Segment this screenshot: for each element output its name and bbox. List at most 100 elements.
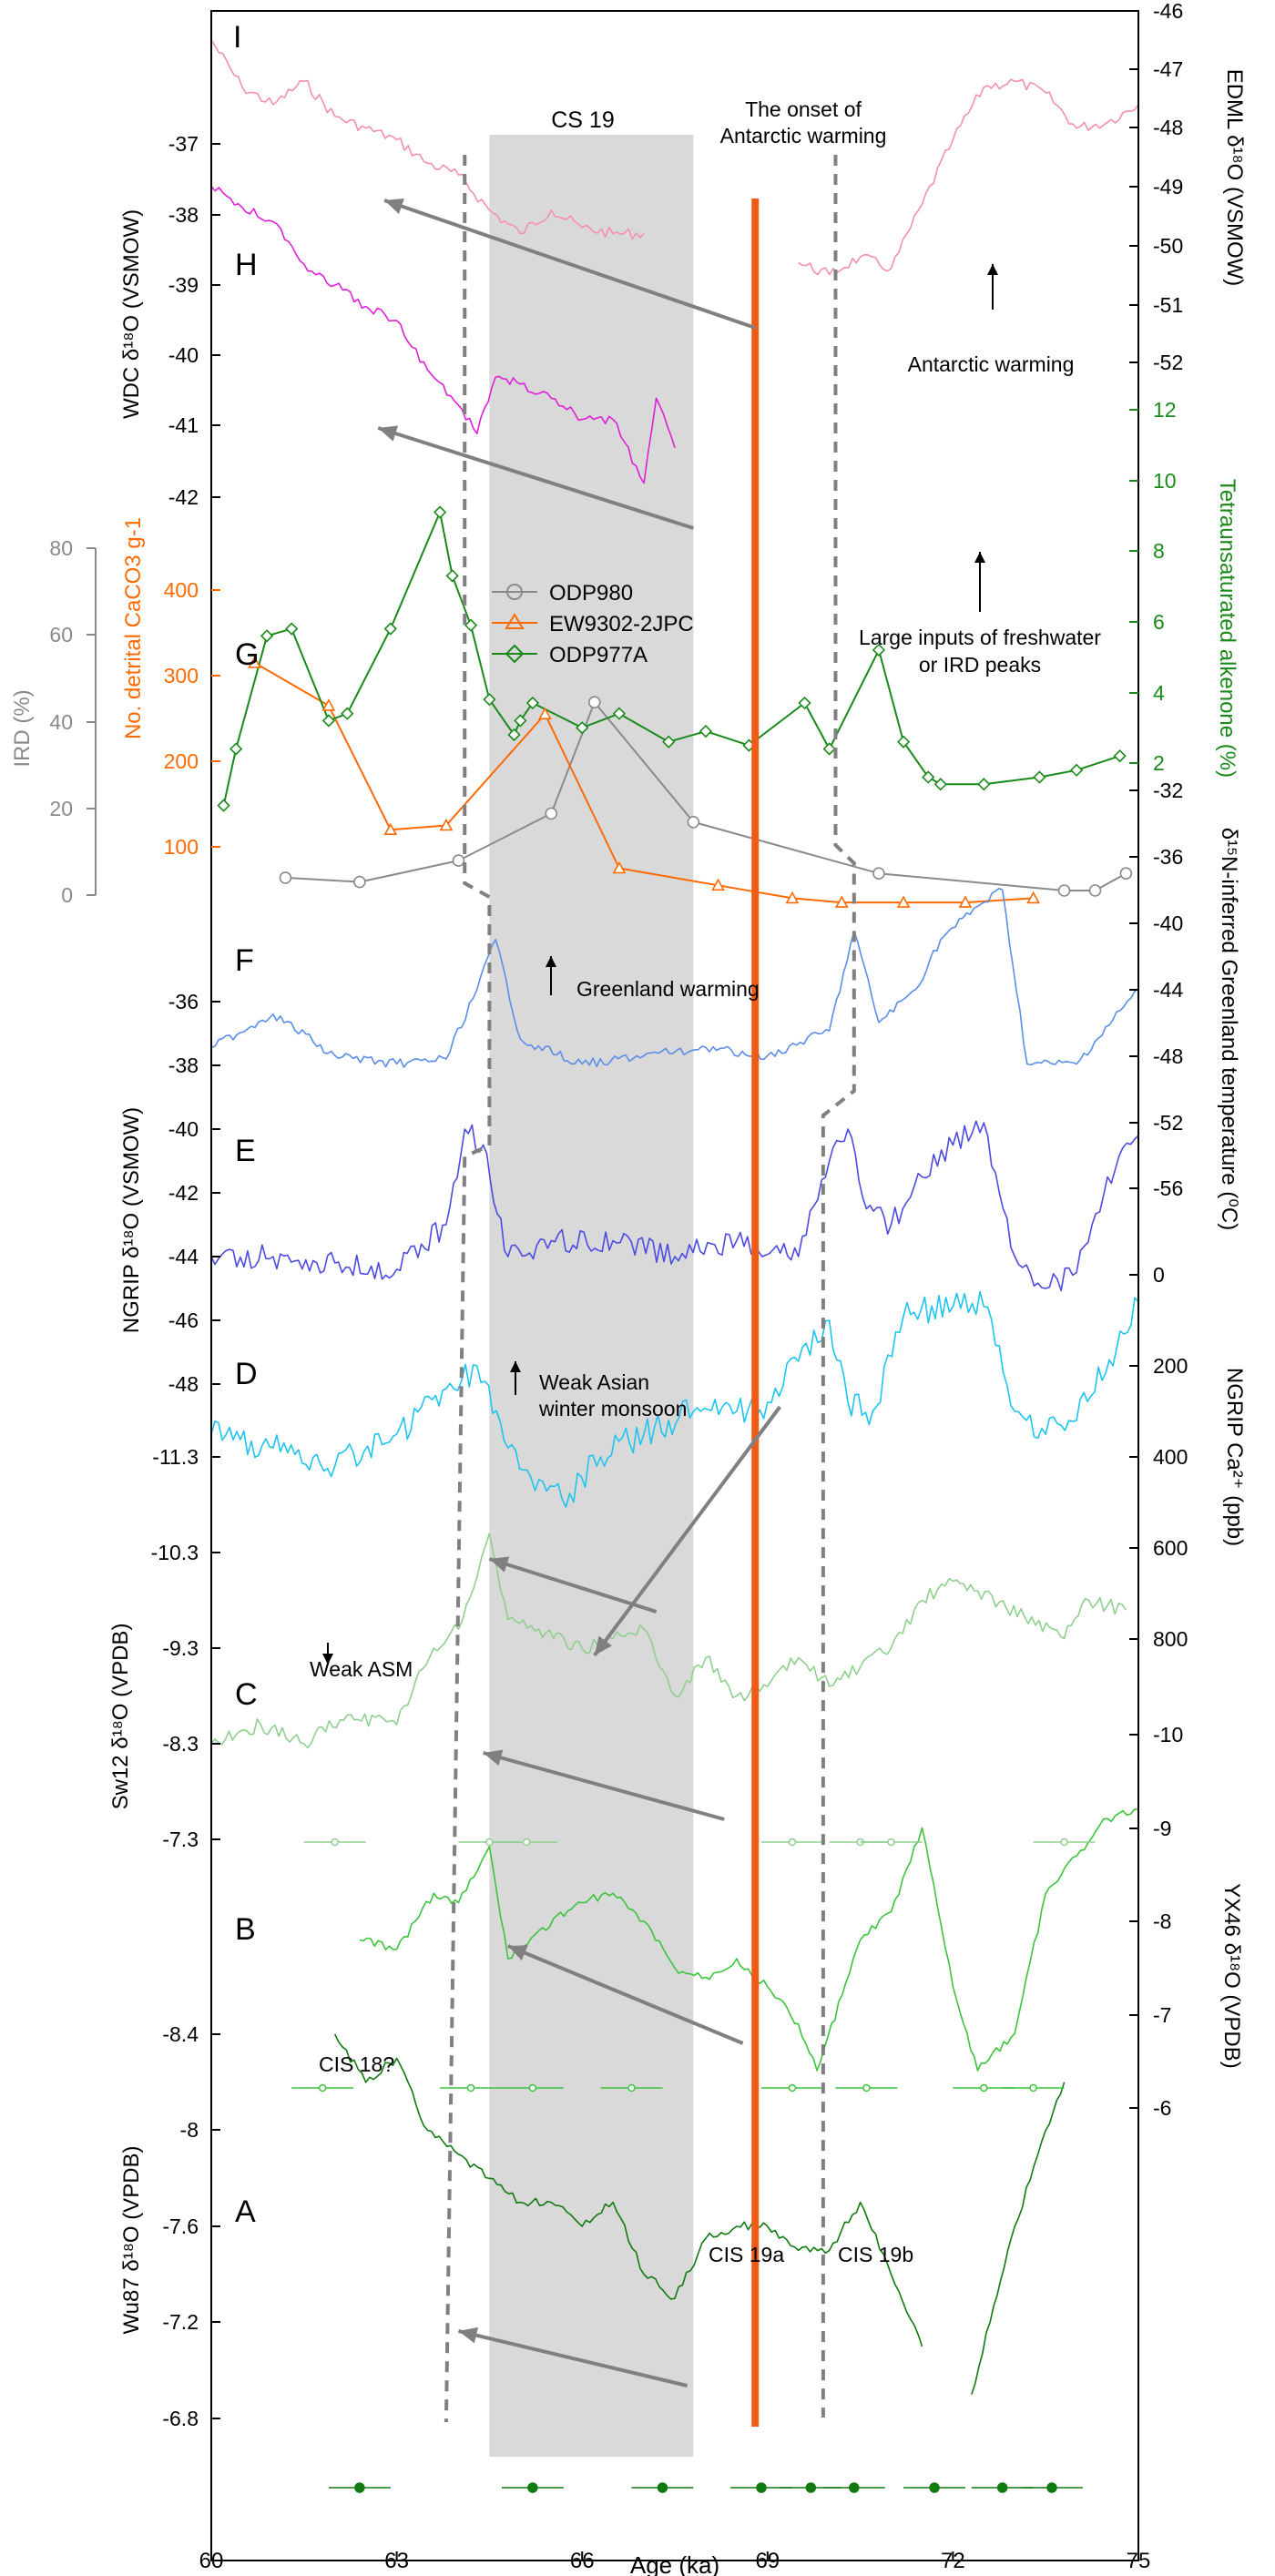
y-tick-label-yx46: -7 (1153, 2003, 1171, 2027)
annotation-greenland-warming: Greenland warming (576, 977, 760, 1001)
age-control-point (849, 2482, 860, 2493)
cs19-label: CS 19 (551, 107, 614, 133)
y-tick-label-wu87: -7.2 (162, 2310, 199, 2334)
point-caco3 (958, 895, 973, 908)
point-caco3 (612, 860, 627, 874)
y-tick-label-sw12: -9.3 (162, 1636, 199, 1660)
trend-arrow (483, 1751, 725, 1821)
point-alkenone (217, 799, 230, 812)
y-tick-label-ngrip_o: -46 (168, 1308, 199, 1332)
age-control-point (788, 1838, 797, 1847)
y-tick-label-edml: -50 (1153, 234, 1183, 258)
point-alkenone (977, 778, 991, 791)
y-tick-label-alkenone: 10 (1153, 469, 1177, 493)
y-tick-label-yx46: -10 (1153, 1723, 1183, 1746)
point-caco3 (383, 822, 398, 835)
y-tick-label-edml: -48 (1153, 116, 1183, 139)
y-tick-label-ird: 40 (49, 710, 73, 734)
point-caco3 (321, 698, 336, 711)
dashed-correlation-right (821, 155, 856, 2418)
y-tick-label-n15: -40 (1153, 911, 1183, 935)
y-tick-label-yx46: -9 (1153, 1817, 1171, 1840)
point-alkenone (525, 696, 540, 710)
axis-title-n15: δ¹⁵N-inferred Greenland temperature (⁰C) (1217, 828, 1241, 1230)
legend-marker-ew9302 (505, 613, 525, 629)
y-tick-label-wdc: -41 (168, 413, 199, 437)
y-tick-label-edml: -49 (1153, 175, 1183, 199)
point-caco3 (834, 895, 849, 908)
y-tick-label-caco3: 100 (164, 835, 199, 859)
panel-letter-f: F (235, 943, 254, 978)
legend-marker-odp980 (506, 584, 523, 600)
y-tick-label-ngrip_ca: 600 (1153, 1536, 1188, 1560)
annotation-arrow-head (546, 956, 556, 967)
y-tick-label-n15: -32 (1153, 779, 1183, 802)
point-alkenone (1033, 770, 1046, 784)
point-ird (587, 696, 601, 709)
y-tick-label-caco3: 300 (164, 664, 199, 687)
point-ird (1119, 867, 1133, 881)
point-alkenone (933, 778, 947, 791)
y-tick-label-caco3: 200 (164, 749, 199, 773)
y-tick-label-wdc: -39 (168, 273, 199, 297)
y-tick-label-ird: 80 (49, 536, 73, 560)
point-caco3 (1026, 891, 1040, 904)
annotation-weak-winter-line2: winter monsoon (538, 1397, 687, 1420)
trend-arrow (593, 1405, 781, 1657)
annotation-arrow-head (322, 1654, 333, 1665)
age-control-point (331, 1838, 339, 1847)
axis-title-wdc: WDC δ¹⁸O (VSMOW) (119, 209, 144, 419)
age-control-point (657, 2482, 668, 2493)
age-control-point (485, 1838, 494, 1847)
y-tick-label-alkenone: 4 (1153, 681, 1165, 705)
trend-arrow (377, 426, 694, 530)
trend-arrow (488, 1557, 658, 1614)
age-control-point (522, 1838, 531, 1847)
panel-letter-i: I (233, 20, 241, 55)
point-alkenone (445, 569, 459, 583)
age-control-point (528, 2083, 537, 2092)
y-tick-label-n15: -36 (1153, 845, 1183, 869)
y-tick-label-alkenone: 12 (1153, 398, 1177, 422)
annotation-arrow-head (974, 552, 985, 563)
point-alkenone (922, 770, 935, 784)
trend-arrow-head (458, 2327, 479, 2344)
point-alkenone (514, 714, 527, 728)
legend-label-ew9302: EW9302-2JPC (549, 612, 694, 636)
annotation-freshwater-line1: Large inputs of freshwater (859, 626, 1101, 649)
marker-layer (217, 505, 1133, 2493)
point-alkenone (1113, 749, 1127, 763)
trend-arrow-head (489, 1556, 510, 1573)
annotations: The onset of Antarctic warming Antarctic… (310, 97, 1101, 2266)
panel-letter-g: G (235, 637, 259, 672)
y-tick-label-n15: -56 (1153, 1176, 1183, 1200)
age-control-point (996, 2482, 1008, 2493)
point-alkenone (612, 707, 627, 720)
x-axis-title: Age (ka) (630, 2551, 719, 2576)
y-tick-label-ngrip_o: -36 (168, 990, 199, 1013)
annotation-antarctic-warming: Antarctic warming (908, 352, 1075, 376)
y-tick-label-n15: -52 (1153, 1111, 1183, 1135)
y-tick-label-alkenone: 2 (1153, 751, 1165, 775)
point-alkenone (699, 724, 713, 738)
y-tick-label-sw12: -11.3 (152, 1445, 199, 1469)
annotation-onset-line2: Antarctic warming (720, 124, 887, 148)
point-ird (1057, 884, 1071, 897)
age-control-point (805, 2482, 817, 2493)
y-tick-label-edml: -51 (1153, 293, 1183, 317)
axis-title-caco3: No. detrital CaCO3 g-1 (121, 517, 146, 739)
axis-title-ngrip-o: NGRIP δ¹⁸O (VSMOW) (119, 1107, 144, 1333)
series-line-caco3 (253, 662, 1034, 904)
y-tick-label-edml: -46 (1153, 0, 1183, 23)
y-tick-label-sw12: -10.3 (151, 1541, 199, 1564)
y-tick-label-alkenone: 8 (1153, 539, 1165, 563)
point-alkenone (230, 742, 243, 756)
y-tick-label-ngrip_o: -40 (168, 1117, 199, 1141)
y-tick-label-alkenone: 6 (1153, 610, 1165, 634)
annotation-freshwater-line2: or IRD peaks (919, 653, 1041, 677)
panel-letter-a: A (235, 2194, 256, 2229)
axis-titles: EDML δ¹⁸O (VSMOW) WDC δ¹⁸O (VSMOW) Tetra… (10, 69, 1247, 2335)
annotation-arrow-head (987, 264, 998, 275)
series-line-ird (285, 701, 1127, 891)
